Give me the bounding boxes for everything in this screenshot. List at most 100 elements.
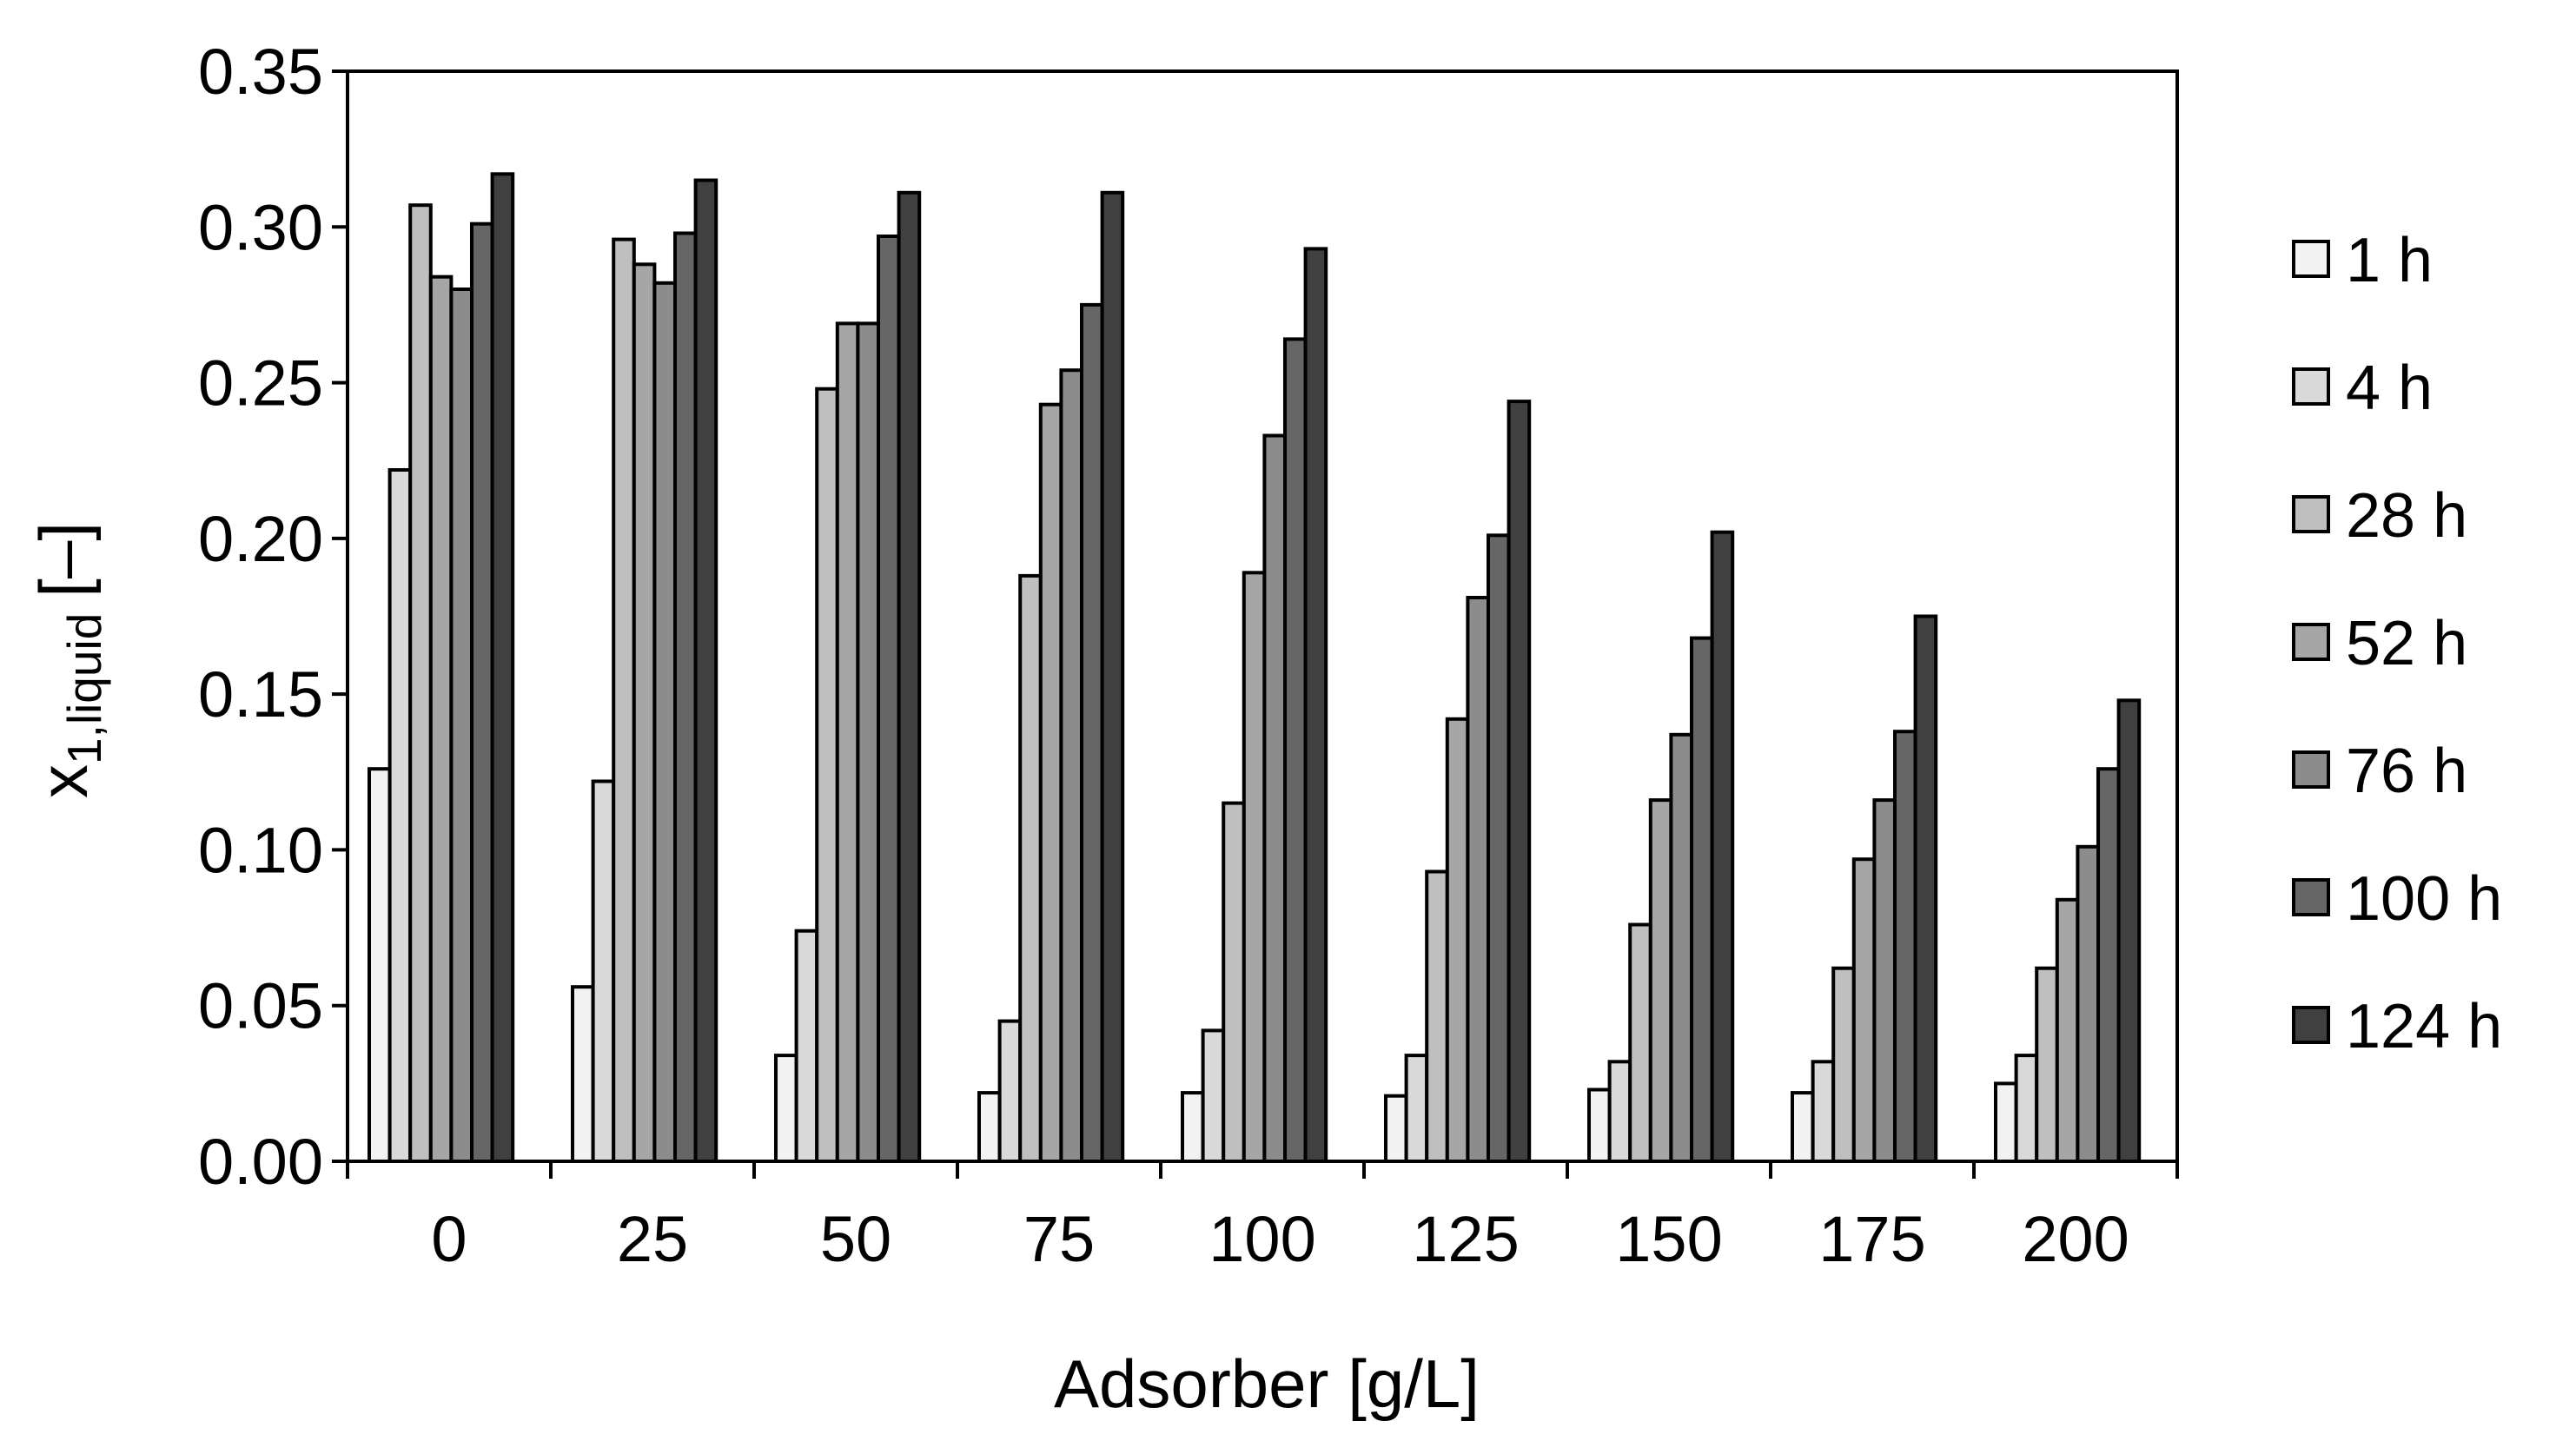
y-tick-label: 0.00 bbox=[198, 1126, 323, 1198]
bar-100h-75 bbox=[1080, 302, 1104, 1163]
bar-124h-150 bbox=[1710, 530, 1735, 1163]
bar-4h-100 bbox=[1201, 1028, 1226, 1164]
legend-swatch bbox=[2292, 240, 2330, 278]
x-tick-label: 75 bbox=[1023, 1203, 1095, 1275]
legend-swatch bbox=[2292, 750, 2330, 789]
bar-76h-175 bbox=[1872, 798, 1897, 1163]
x-tick-label: 125 bbox=[1412, 1203, 1519, 1275]
bar-52h-25 bbox=[632, 262, 657, 1163]
legend-label: 100 h bbox=[2346, 864, 2502, 934]
bar-124h-75 bbox=[1100, 190, 1125, 1163]
bar-1h-75 bbox=[977, 1091, 1002, 1163]
y-axis: 0.00 0.05 0.10 0.15 0.20 0.25 0.30 0.35 bbox=[198, 36, 348, 1198]
bar-100h-175 bbox=[1893, 730, 1917, 1163]
bar-4h-0 bbox=[387, 468, 413, 1163]
bar-100h-25 bbox=[673, 231, 698, 1163]
bar-124h-0 bbox=[490, 172, 515, 1163]
bar-28h-0 bbox=[408, 203, 433, 1164]
bar-100h-125 bbox=[1487, 533, 1511, 1163]
y-tick-label: 0.20 bbox=[198, 503, 323, 575]
x-tick-label: 200 bbox=[2022, 1203, 2129, 1275]
legend-label: 76 h bbox=[2346, 737, 2467, 806]
bar-52h-50 bbox=[835, 321, 860, 1163]
y-tick-label: 0.05 bbox=[198, 970, 323, 1042]
x-axis-title: Adsorber [g/L] bbox=[1054, 1345, 1480, 1422]
legend-swatch bbox=[2292, 367, 2330, 406]
legend-label: 28 h bbox=[2346, 481, 2467, 551]
bar-4h-200 bbox=[2014, 1054, 2039, 1163]
bar-76h-75 bbox=[1059, 368, 1084, 1163]
bar-124h-100 bbox=[1303, 247, 1328, 1163]
bar-28h-200 bbox=[2035, 966, 2059, 1163]
y-axis-title-subscript: 1,liquid bbox=[57, 613, 111, 764]
bar-100h-0 bbox=[470, 221, 494, 1164]
legend-swatch bbox=[2292, 878, 2330, 916]
bar-28h-25 bbox=[612, 237, 636, 1164]
bar-124h-175 bbox=[1913, 614, 1938, 1163]
legend-swatch bbox=[2292, 1006, 2330, 1044]
bar-28h-100 bbox=[1222, 801, 1246, 1163]
x-tick-label: 175 bbox=[1818, 1203, 1925, 1275]
bar-76h-25 bbox=[652, 281, 678, 1163]
bar-4h-75 bbox=[997, 1019, 1023, 1163]
plot-frame bbox=[346, 69, 2179, 1163]
bar-28h-175 bbox=[1831, 966, 1856, 1163]
bar-28h-125 bbox=[1425, 869, 1449, 1163]
bar-124h-200 bbox=[2116, 698, 2142, 1163]
legend-label: 1 h bbox=[2346, 226, 2433, 295]
y-axis-title-unit: [–] bbox=[25, 522, 102, 598]
bar-52h-75 bbox=[1038, 402, 1063, 1163]
bar-76h-125 bbox=[1466, 596, 1491, 1163]
y-tick-label: 0.30 bbox=[198, 191, 323, 263]
bar-4h-25 bbox=[591, 779, 616, 1163]
bar-52h-125 bbox=[1445, 717, 1470, 1163]
y-axis-title: x1,liquid [–] bbox=[25, 522, 111, 798]
bar-76h-150 bbox=[1669, 732, 1694, 1163]
y-axis-title-main: x bbox=[25, 764, 102, 798]
bar-1h-25 bbox=[571, 985, 595, 1163]
y-tick-label: 0.35 bbox=[198, 36, 323, 108]
legend-label: 124 h bbox=[2346, 992, 2502, 1061]
bar-52h-175 bbox=[1851, 857, 1877, 1163]
bar-1h-125 bbox=[1384, 1094, 1408, 1163]
plot-area bbox=[346, 69, 2179, 1164]
bar-52h-200 bbox=[2055, 897, 2080, 1164]
legend-swatch bbox=[2292, 623, 2330, 661]
bar-100h-200 bbox=[2096, 767, 2121, 1163]
bar-52h-0 bbox=[428, 274, 454, 1163]
bar-100h-50 bbox=[877, 235, 901, 1163]
bar-52h-100 bbox=[1242, 571, 1267, 1163]
y-tick-label: 0.15 bbox=[198, 658, 323, 730]
x-tick-label: 25 bbox=[617, 1203, 688, 1275]
bar-1h-200 bbox=[1994, 1081, 2018, 1164]
x-tick-label: 100 bbox=[1209, 1203, 1315, 1275]
bar-100h-100 bbox=[1283, 337, 1308, 1163]
bar-1h-150 bbox=[1587, 1087, 1612, 1163]
legend-label: 4 h bbox=[2346, 354, 2433, 423]
x-tick-label: 50 bbox=[820, 1203, 891, 1275]
bar-4h-175 bbox=[1811, 1060, 1836, 1164]
legend-label: 52 h bbox=[2346, 609, 2467, 678]
bar-28h-150 bbox=[1628, 922, 1652, 1163]
legend: 1 h 4 h 28 h 52 h 76 h 100 h 124 h bbox=[2292, 226, 2502, 1061]
x-tick-label: 0 bbox=[431, 1203, 467, 1275]
bar-52h-150 bbox=[1648, 798, 1673, 1163]
bar-76h-50 bbox=[856, 321, 881, 1163]
bar-28h-75 bbox=[1018, 573, 1043, 1163]
bar-4h-50 bbox=[794, 929, 819, 1163]
bar-1h-175 bbox=[1791, 1091, 1815, 1163]
x-tick-label: 150 bbox=[1615, 1203, 1722, 1275]
bar-4h-150 bbox=[1607, 1060, 1632, 1164]
y-tick-label: 0.25 bbox=[198, 347, 323, 420]
bar-76h-0 bbox=[449, 288, 474, 1163]
bar-1h-50 bbox=[774, 1054, 798, 1163]
bar-4h-125 bbox=[1404, 1054, 1429, 1163]
bar-28h-50 bbox=[815, 387, 839, 1163]
bar-76h-100 bbox=[1262, 433, 1288, 1163]
bar-1h-0 bbox=[368, 767, 392, 1163]
x-axis: 0 25 50 75 100 125 150 175 200 bbox=[346, 1161, 2179, 1275]
y-tick-label: 0.10 bbox=[198, 814, 323, 886]
bar-124h-50 bbox=[897, 190, 922, 1163]
bar-76h-200 bbox=[2076, 844, 2100, 1163]
